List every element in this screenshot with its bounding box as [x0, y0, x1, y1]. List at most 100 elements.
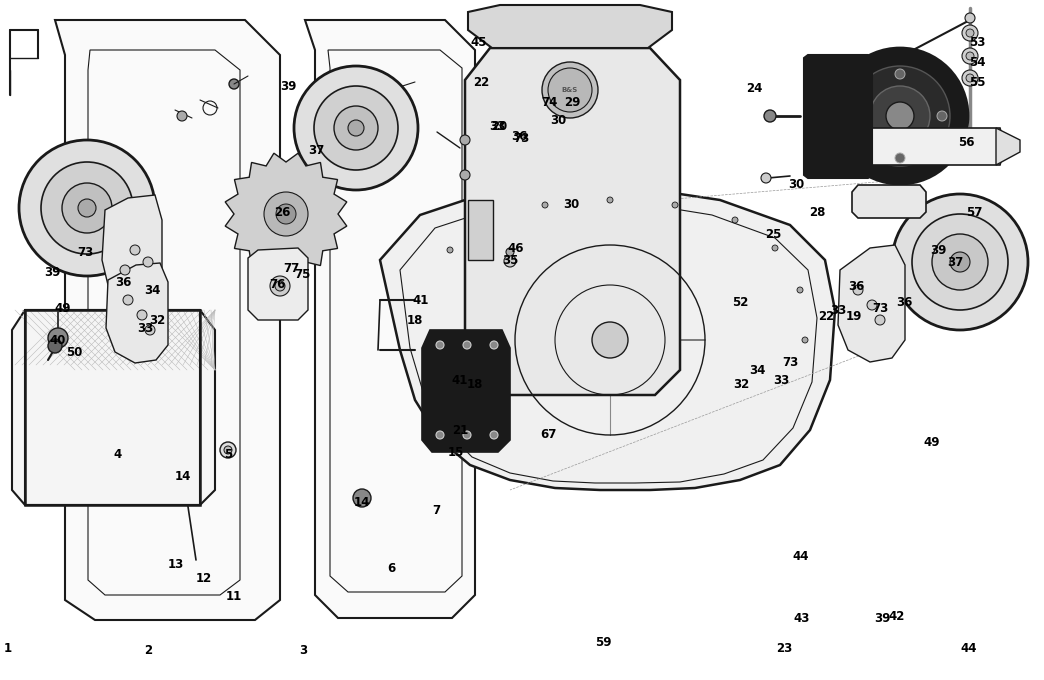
- Circle shape: [802, 337, 808, 343]
- Circle shape: [348, 120, 364, 136]
- Text: 37: 37: [308, 143, 324, 156]
- Text: 35: 35: [502, 254, 518, 267]
- Circle shape: [41, 162, 133, 254]
- Circle shape: [853, 111, 863, 121]
- Circle shape: [870, 86, 930, 146]
- Circle shape: [462, 427, 468, 433]
- Text: 39: 39: [280, 80, 296, 92]
- Circle shape: [548, 68, 592, 112]
- Text: 18: 18: [467, 377, 483, 390]
- Circle shape: [607, 197, 613, 203]
- Circle shape: [672, 202, 678, 208]
- Circle shape: [264, 192, 308, 236]
- Circle shape: [462, 431, 471, 439]
- Text: 39: 39: [930, 243, 946, 256]
- Text: 36: 36: [115, 275, 132, 288]
- Circle shape: [78, 199, 96, 217]
- Bar: [25, 310, 200, 505]
- Text: 73: 73: [782, 356, 798, 369]
- Text: 44: 44: [792, 549, 809, 562]
- Text: 33: 33: [489, 120, 505, 133]
- Text: 57: 57: [966, 205, 982, 218]
- Text: 75: 75: [293, 267, 310, 280]
- Text: 34: 34: [144, 284, 160, 298]
- Text: 19: 19: [846, 309, 862, 322]
- Text: 50: 50: [66, 345, 82, 358]
- Text: 25: 25: [765, 228, 781, 241]
- Text: 53: 53: [969, 35, 986, 48]
- Circle shape: [334, 106, 378, 150]
- Text: 18: 18: [407, 313, 423, 326]
- Circle shape: [48, 328, 68, 348]
- Text: 44: 44: [960, 641, 977, 654]
- Text: 2: 2: [144, 643, 152, 656]
- Circle shape: [276, 204, 296, 224]
- Text: 6: 6: [387, 562, 395, 575]
- Circle shape: [592, 322, 628, 358]
- Circle shape: [962, 25, 978, 41]
- Text: 14: 14: [354, 496, 371, 509]
- Circle shape: [177, 111, 187, 121]
- Text: 37: 37: [947, 256, 964, 269]
- Bar: [468, 200, 493, 260]
- Polygon shape: [102, 195, 162, 298]
- Circle shape: [732, 217, 738, 223]
- Circle shape: [938, 111, 947, 121]
- Circle shape: [895, 153, 905, 163]
- Circle shape: [504, 255, 516, 267]
- Circle shape: [797, 287, 803, 293]
- Text: 39: 39: [874, 611, 891, 624]
- Circle shape: [229, 79, 239, 89]
- Circle shape: [442, 387, 448, 393]
- Text: 13: 13: [168, 558, 184, 571]
- Text: 20: 20: [491, 120, 507, 133]
- Text: 73: 73: [872, 301, 888, 314]
- Circle shape: [48, 339, 62, 353]
- Circle shape: [482, 217, 488, 223]
- Circle shape: [892, 194, 1028, 330]
- Circle shape: [542, 202, 548, 208]
- Circle shape: [490, 341, 498, 349]
- Text: 74: 74: [541, 95, 557, 109]
- Circle shape: [966, 52, 974, 60]
- Circle shape: [853, 285, 863, 295]
- Text: 15: 15: [448, 445, 465, 458]
- Text: 33: 33: [830, 303, 846, 316]
- Polygon shape: [468, 5, 672, 48]
- Circle shape: [962, 70, 978, 86]
- Circle shape: [437, 337, 443, 343]
- Polygon shape: [996, 128, 1020, 165]
- Circle shape: [506, 248, 514, 256]
- Circle shape: [353, 489, 371, 507]
- Polygon shape: [305, 20, 475, 618]
- Circle shape: [130, 245, 140, 255]
- Text: 39: 39: [44, 265, 61, 279]
- Polygon shape: [465, 48, 680, 395]
- Text: 36: 36: [848, 279, 864, 292]
- Text: 43: 43: [793, 611, 810, 624]
- Circle shape: [895, 69, 905, 79]
- Polygon shape: [838, 245, 905, 362]
- Text: 33: 33: [773, 373, 789, 386]
- Text: 30: 30: [563, 199, 579, 211]
- Circle shape: [867, 300, 877, 310]
- Text: 26: 26: [274, 205, 290, 218]
- Circle shape: [950, 252, 970, 272]
- Text: 41: 41: [412, 294, 429, 307]
- Circle shape: [460, 135, 470, 145]
- Circle shape: [62, 183, 112, 233]
- Polygon shape: [826, 128, 1002, 165]
- Circle shape: [962, 48, 978, 64]
- Circle shape: [436, 431, 444, 439]
- Text: 54: 54: [969, 56, 986, 69]
- Polygon shape: [226, 153, 347, 275]
- Text: 24: 24: [745, 82, 762, 95]
- Text: 77: 77: [283, 262, 300, 275]
- Text: 3: 3: [299, 643, 307, 656]
- Text: 52: 52: [732, 296, 749, 309]
- Text: 73: 73: [77, 247, 93, 260]
- Circle shape: [966, 29, 974, 37]
- Polygon shape: [852, 185, 926, 218]
- Circle shape: [542, 62, 598, 118]
- Circle shape: [966, 74, 974, 82]
